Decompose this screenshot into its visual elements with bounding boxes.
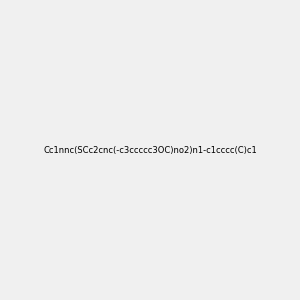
Text: Cc1nnc(SCc2cnc(-c3ccccc3OC)no2)n1-c1cccc(C)c1: Cc1nnc(SCc2cnc(-c3ccccc3OC)no2)n1-c1cccc…	[43, 146, 257, 154]
